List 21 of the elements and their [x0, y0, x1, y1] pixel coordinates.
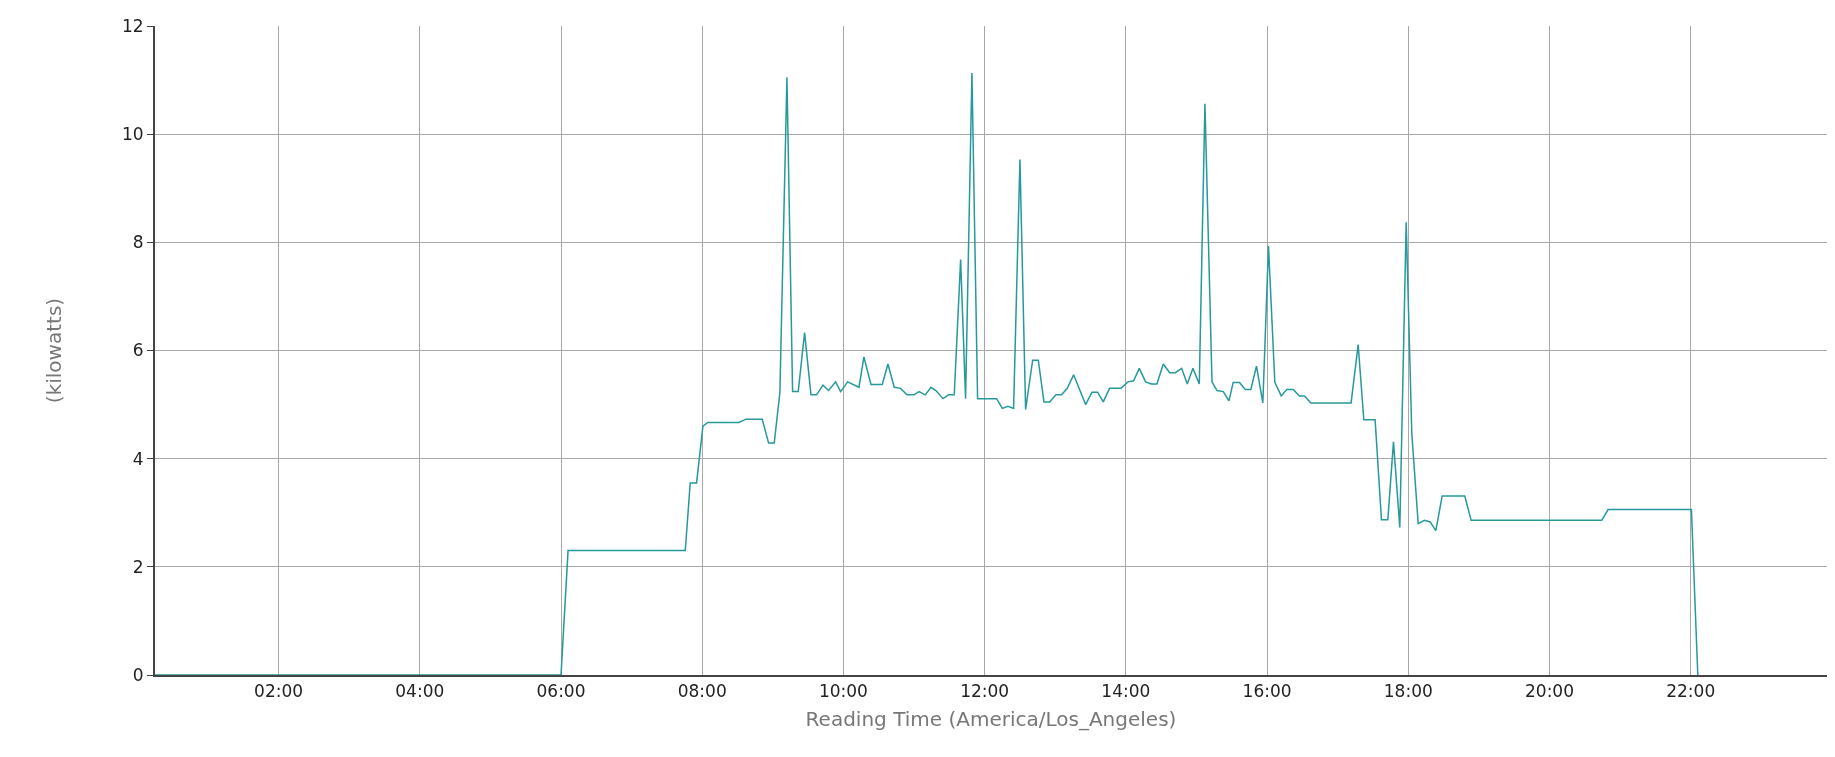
x-tick-label: 22:00: [1666, 681, 1716, 702]
x-tick-label: 12:00: [960, 681, 1010, 702]
y-tick-label: 10: [121, 124, 144, 145]
x-tick-label: 20:00: [1525, 681, 1575, 702]
x-tick-label: 16:00: [1242, 681, 1292, 702]
y-tick-label: 0: [132, 664, 144, 685]
y-axis-title: (kilowatts): [41, 297, 66, 404]
y-tick-label: 6: [132, 340, 144, 361]
x-tick-label: 18:00: [1383, 681, 1433, 702]
x-tick-label: 04:00: [395, 681, 445, 702]
y-tick-label: 12: [121, 15, 144, 36]
x-tick-label: 14:00: [1101, 681, 1151, 702]
x-axis-title: Reading Time (America/Los_Angeles): [805, 707, 1177, 732]
y-tick-label: 4: [132, 448, 144, 469]
y-tick-label: 2: [132, 556, 144, 577]
y-tick-label: 8: [132, 232, 144, 253]
x-tick-label: 06:00: [536, 681, 586, 702]
x-tick-label: 08:00: [677, 681, 727, 702]
x-tick-label: 02:00: [254, 681, 304, 702]
line-series: [155, 72, 1699, 675]
x-tick-label: 10:00: [818, 681, 868, 702]
